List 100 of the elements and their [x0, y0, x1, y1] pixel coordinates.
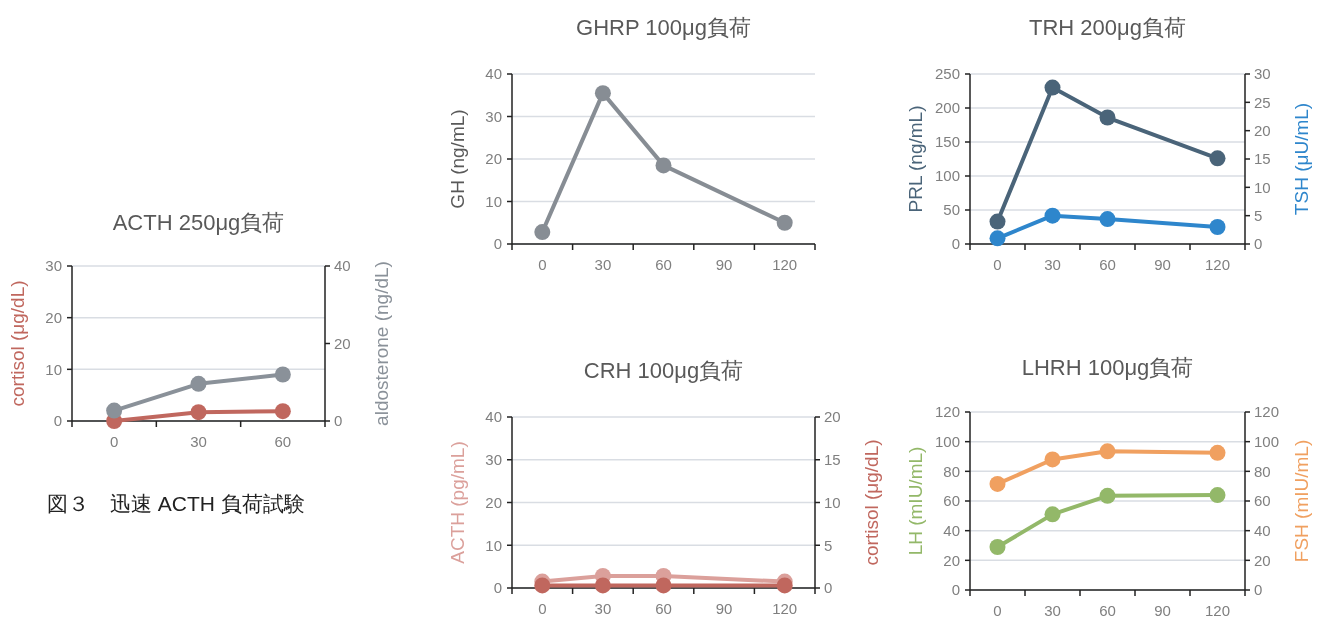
point — [1209, 444, 1226, 461]
y2-tick-label: 5 — [1254, 206, 1263, 224]
x-tick-label: 0 — [993, 602, 1002, 619]
x-tick-label: 120 — [772, 600, 798, 617]
x-tick-label: 90 — [715, 256, 733, 273]
point — [1099, 211, 1116, 228]
y2-tick-label: 10 — [1254, 178, 1271, 196]
x-tick-label: 90 — [1154, 602, 1171, 619]
y2-tick-label: 0 — [1254, 235, 1263, 253]
point — [190, 375, 207, 392]
point — [1044, 506, 1061, 523]
x-tick-label: 60 — [655, 256, 672, 273]
y-tick-label: 0 — [493, 579, 502, 597]
y-tick-label: 20 — [485, 493, 502, 511]
y-axis-title: cortisol (μg/dL) — [7, 280, 28, 407]
y2-tick-label: 0 — [824, 579, 833, 597]
y-tick-label: 30 — [485, 107, 502, 125]
x-tick-label: 0 — [993, 256, 1002, 273]
point — [989, 230, 1006, 247]
y-tick-label: 50 — [943, 201, 960, 219]
y2-tick-label: 100 — [1254, 432, 1280, 450]
y-tick-label: 0 — [951, 235, 960, 253]
point — [776, 214, 793, 231]
y-tick-label: 10 — [485, 536, 502, 554]
y-tick-label: 200 — [934, 99, 960, 117]
point — [989, 213, 1006, 230]
y-tick-label: 0 — [493, 235, 502, 253]
point — [534, 224, 551, 241]
y-tick-label: 100 — [934, 432, 960, 450]
x-tick-label: 30 — [1044, 602, 1061, 619]
point — [1209, 150, 1226, 167]
chart-title: LHRH 100μg負荷 — [1021, 355, 1194, 380]
y2-tick-label: 20 — [824, 408, 841, 426]
y2-axis-title: TSH (μU/mL) — [1291, 102, 1313, 216]
y-tick-label: 0 — [951, 581, 960, 599]
y2-tick-label: 10 — [824, 493, 841, 511]
x-tick-label: 60 — [1099, 256, 1116, 273]
y2-tick-label: 15 — [824, 451, 841, 468]
chart-title: GHRP 100μg負荷 — [576, 15, 751, 40]
x-tick-label: 120 — [1204, 256, 1231, 273]
y2-tick-label: 30 — [1254, 65, 1271, 83]
y2-tick-label: 20 — [334, 334, 351, 352]
point — [1099, 487, 1116, 504]
y2-tick-label: 20 — [1254, 121, 1271, 139]
y-tick-label: 20 — [485, 150, 502, 168]
y-tick-label: 10 — [45, 360, 62, 378]
point — [1044, 451, 1061, 468]
y2-tick-label: 20 — [1254, 551, 1271, 569]
x-tick-label: 60 — [1099, 602, 1116, 619]
y-axis-title: PRL (ng/mL) — [905, 105, 926, 213]
y-axis-title: GH (ng/mL) — [447, 109, 468, 209]
point — [655, 157, 672, 174]
point — [989, 475, 1006, 492]
x-tick-label: 90 — [715, 600, 733, 617]
y2-tick-label: 40 — [1254, 521, 1271, 539]
y-tick-label: 100 — [934, 167, 960, 185]
chart-title: ACTH 250μg負荷 — [112, 210, 285, 235]
point — [1099, 443, 1116, 460]
x-tick-label: 120 — [772, 256, 798, 273]
y2-tick-label: 40 — [334, 257, 351, 275]
x-tick-label: 120 — [1204, 602, 1231, 619]
point — [274, 366, 291, 383]
y2-tick-label: 120 — [1254, 403, 1280, 421]
point — [989, 538, 1006, 555]
x-tick-label: 30 — [594, 256, 612, 273]
chart-title: TRH 200μg負荷 — [1029, 15, 1186, 40]
chart-title: CRH 100μg負荷 — [583, 358, 744, 383]
y-tick-label: 0 — [53, 412, 62, 430]
x-tick-label: 90 — [1154, 256, 1171, 273]
y-tick-label: 20 — [45, 308, 62, 326]
x-tick-label: 0 — [538, 600, 547, 617]
point — [1209, 219, 1226, 235]
y-tick-label: 20 — [943, 551, 960, 569]
y2-tick-label: 15 — [1254, 150, 1271, 168]
x-tick-label: 30 — [594, 600, 612, 617]
y-axis-title: LH (mIU/mL) — [905, 446, 926, 556]
y2-tick-label: 0 — [334, 412, 343, 430]
x-tick-label: 30 — [1044, 256, 1061, 273]
x-tick-label: 0 — [538, 256, 547, 273]
point — [1044, 207, 1061, 224]
point — [594, 85, 611, 102]
y-tick-label: 60 — [943, 492, 960, 510]
y-tick-label: 30 — [485, 451, 502, 468]
y-tick-label: 40 — [485, 408, 502, 426]
y-tick-label: 150 — [934, 133, 960, 151]
y2-axis-title: FSH (mIU/mL) — [1291, 439, 1313, 563]
y2-tick-label: 25 — [1254, 93, 1271, 111]
y-tick-label: 40 — [943, 521, 960, 539]
y-axis-title: ACTH (pg/mL) — [447, 441, 468, 564]
x-tick-label: 60 — [655, 600, 672, 617]
y-tick-label: 10 — [485, 192, 502, 210]
y2-axis-title: cortisol (μg/dL) — [861, 439, 883, 566]
y-tick-label: 250 — [934, 65, 960, 83]
y-tick-label: 120 — [934, 403, 960, 421]
x-tick-label: 60 — [274, 433, 292, 450]
y2-tick-label: 60 — [1254, 492, 1271, 510]
point — [1209, 487, 1226, 504]
y2-tick-label: 80 — [1254, 462, 1271, 480]
y-tick-label: 80 — [943, 462, 960, 480]
point — [1099, 109, 1116, 126]
